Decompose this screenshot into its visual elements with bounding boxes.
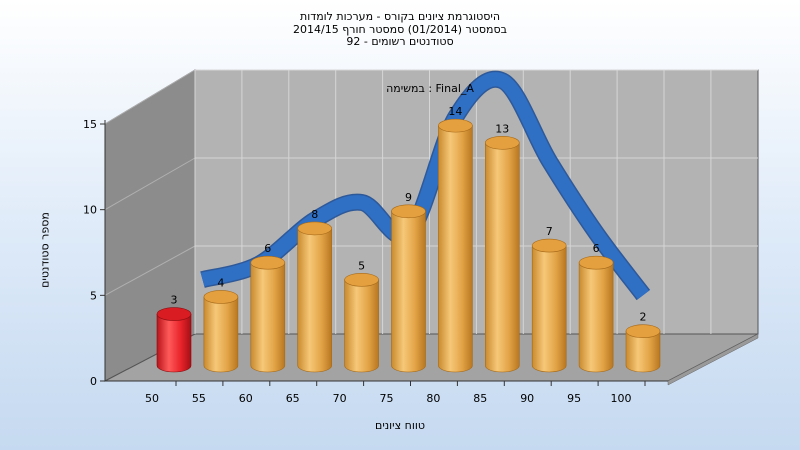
y-tick-label: 15: [83, 118, 97, 131]
bar-top: [250, 255, 286, 270]
x-tick-label: 75: [380, 392, 394, 405]
bar: [297, 228, 332, 373]
title-line: היסטוגרמת ציונים בקורס - מערכות לומדות: [299, 10, 501, 23]
x-tick-label: 55: [192, 392, 206, 405]
bar: [391, 211, 426, 373]
x-axis-label: טווח ציונים: [375, 419, 425, 432]
bar-top: [297, 221, 333, 236]
y-tick-label: 0: [90, 375, 97, 388]
bar-value-label: 8: [311, 208, 318, 221]
x-tick-label: 85: [473, 392, 487, 405]
bar: [625, 330, 661, 373]
bar-top: [203, 290, 239, 304]
x-tick-label: 90: [520, 392, 534, 405]
x-tick-label: 100: [611, 392, 632, 405]
x-tick-label: 65: [286, 392, 300, 405]
bar: [203, 296, 239, 373]
bar-value-label: 9: [405, 191, 412, 204]
y-tick-label: 5: [90, 289, 97, 302]
bar: [485, 142, 520, 373]
bar-value-label: 4: [217, 276, 224, 289]
bar-top: [438, 118, 473, 133]
bar-top: [484, 135, 520, 150]
x-tick-label: 70: [333, 392, 347, 405]
x-tick-label: 80: [426, 392, 440, 405]
bar-value-label: 5: [358, 259, 365, 272]
bar-top: [578, 255, 614, 270]
bar-value-label: 14: [448, 105, 462, 118]
enrolled-line: סטודנטים רשומים - 92: [346, 35, 454, 48]
bar: [578, 262, 614, 373]
bar-top: [344, 273, 379, 287]
bar-value-label: 3: [171, 294, 178, 307]
bar: [344, 279, 379, 373]
bar-top: [391, 204, 426, 219]
gridline-side: [104, 157, 196, 211]
bar-value-label: 6: [593, 242, 600, 255]
bar: [531, 245, 567, 373]
bar-top: [531, 238, 567, 253]
x-tick-label: 95: [567, 392, 581, 405]
gridline-side: [104, 245, 196, 296]
bar-value-label: 7: [546, 225, 553, 238]
x-tick-label: 60: [239, 392, 253, 405]
bar-value-label: 2: [640, 311, 647, 324]
y-tick-label: 10: [83, 204, 97, 217]
bar: [156, 313, 192, 373]
bar-top: [156, 307, 192, 321]
bar: [438, 125, 473, 373]
task-annotation: במשימה : Final_A: [386, 82, 474, 95]
bar: [250, 262, 286, 373]
subtitle-line: בסמסטר (01/2014) סמסטר חורף 2014/15: [293, 22, 507, 36]
x-tick-label: 50: [145, 392, 159, 405]
floor-edge: [667, 333, 759, 386]
bar-value-label: 13: [495, 122, 509, 135]
chart-title: היסטוגרמת ציונים בקורס - מערכות לומדות ב…: [0, 10, 800, 49]
gridline-side: [104, 69, 196, 125]
bar-top: [625, 324, 661, 339]
bar-value-label: 6: [264, 242, 271, 255]
y-axis-label: מספר סטודנטים: [38, 212, 52, 288]
